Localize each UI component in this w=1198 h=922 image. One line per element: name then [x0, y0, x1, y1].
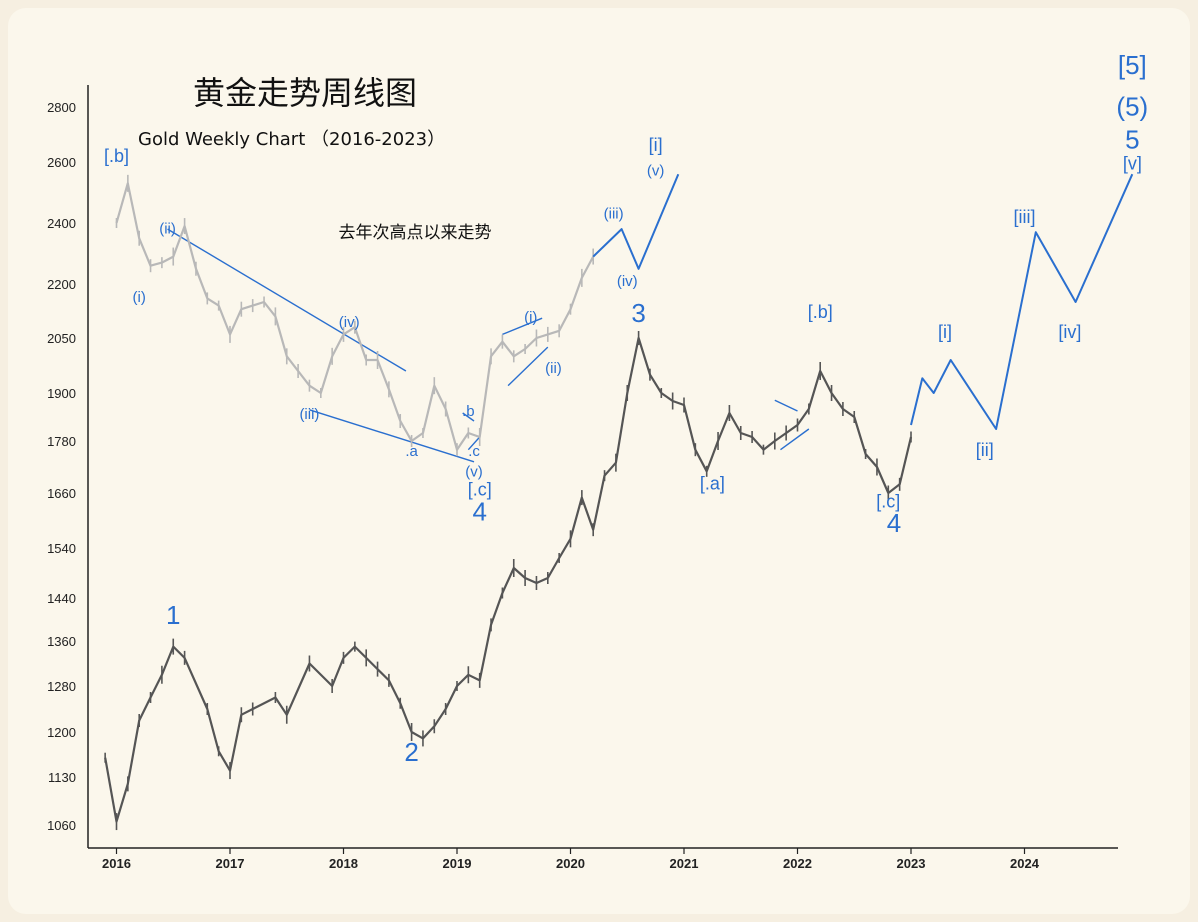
- wave-label: (v): [647, 163, 665, 180]
- wave-label: (i): [133, 289, 146, 306]
- wave-label: 4: [887, 508, 901, 538]
- x-tick-label: 2018: [329, 856, 358, 871]
- wave-guide-line: [462, 412, 475, 422]
- x-tick-label: 2017: [216, 856, 245, 871]
- chart-frame: [8, 8, 1190, 914]
- wave-guide-line: [502, 317, 543, 336]
- y-tick-label: 2200: [47, 277, 76, 292]
- wave-label: .b: [462, 403, 475, 420]
- wave-label: [.c]: [468, 479, 492, 499]
- wave-label: 1: [166, 600, 180, 630]
- chart-title: 黄金走势周线图: [193, 74, 417, 112]
- wave-label: 3: [631, 298, 645, 328]
- y-tick-label: 2600: [47, 155, 76, 170]
- y-tick-label: 1440: [47, 591, 76, 606]
- price-line: [104, 336, 913, 823]
- y-tick-label: 2800: [47, 100, 76, 115]
- wave-label: (iv): [339, 314, 360, 331]
- wave-label: [v]: [1123, 154, 1142, 174]
- wave-guide-line: [507, 346, 549, 387]
- wave-label: (iv): [617, 273, 638, 290]
- x-tick-label: 2023: [897, 856, 926, 871]
- wave-guide-line: [467, 436, 481, 451]
- wave-label: .a: [405, 443, 418, 460]
- projection-2023-line: [910, 173, 1134, 430]
- y-tick-label: 1280: [47, 679, 76, 694]
- wave-guide-line: [309, 409, 475, 463]
- wave-guide-line: [167, 228, 407, 372]
- x-tick-label: 2016: [102, 856, 131, 871]
- wave-guide-line: [780, 428, 810, 451]
- projection-2020-line: [592, 173, 680, 270]
- wave-label: [5]: [1118, 50, 1147, 80]
- y-tick-label: 1060: [47, 818, 76, 833]
- wave-label: [.a]: [700, 474, 725, 494]
- x-tick-label: 2020: [556, 856, 585, 871]
- y-tick-label: 1360: [47, 634, 76, 649]
- wave-label: (i): [524, 309, 537, 326]
- wave-label: [iv]: [1058, 322, 1081, 342]
- y-tick-label: 1200: [47, 725, 76, 740]
- wave-label: (5): [1116, 91, 1148, 121]
- wave-label: [ii]: [976, 440, 994, 460]
- y-tick-label: 2050: [47, 331, 76, 346]
- y-tick-label: 1660: [47, 486, 76, 501]
- x-tick-label: 2024: [1010, 856, 1040, 871]
- wave-label: 5: [1125, 124, 1139, 154]
- wave-label: [.c]: [876, 492, 900, 512]
- x-tick-label: 2022: [783, 856, 812, 871]
- x-tick-label: 2019: [443, 856, 472, 871]
- wave-label: [i]: [938, 322, 952, 342]
- wave-label: 4: [472, 497, 486, 527]
- y-tick-label: 1130: [48, 770, 76, 785]
- wave-label: (v): [465, 464, 483, 481]
- wave-label: .c: [468, 443, 480, 460]
- wave-label: (iii): [299, 406, 319, 423]
- x-tick-label: 2021: [670, 856, 699, 871]
- wave-guide-line: [774, 399, 798, 412]
- chart-subtitle: Gold Weekly Chart （2016-2023）: [138, 129, 445, 150]
- wave-label: [i]: [649, 135, 663, 155]
- y-tick-label: 1540: [47, 541, 76, 556]
- wave-label: [.b]: [808, 302, 833, 322]
- y-tick-label: 1900: [47, 386, 76, 401]
- y-tick-label: 2400: [47, 216, 76, 231]
- wave-label: 2: [404, 737, 418, 767]
- y-tick-label: 1780: [47, 434, 76, 449]
- wave-label: [.b]: [104, 146, 129, 166]
- wave-label: [iii]: [1014, 207, 1036, 227]
- chart-annotation: 去年次高点以来走势: [339, 223, 492, 243]
- wave-label: (iii): [604, 205, 624, 222]
- wave-label: (ii): [545, 360, 562, 377]
- wave-label: (ii): [159, 221, 176, 238]
